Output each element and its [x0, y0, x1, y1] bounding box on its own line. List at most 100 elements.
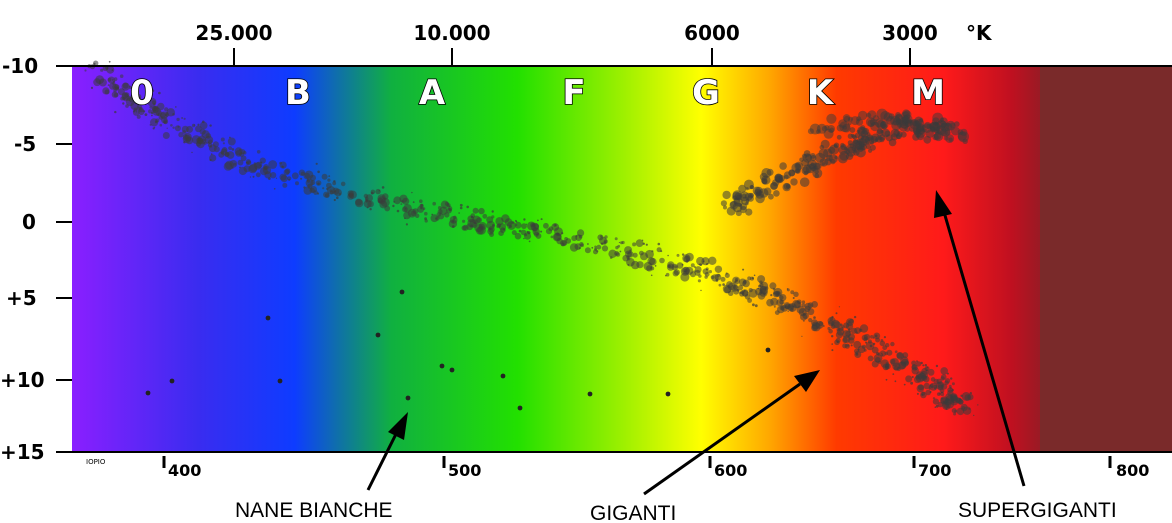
star-dot: [535, 233, 542, 239]
star-dot: [890, 341, 895, 347]
giants-arrow: [643, 382, 801, 496]
star-dot: [745, 208, 753, 216]
star-dot: [492, 224, 495, 227]
star-dot: [696, 256, 705, 266]
star-dot: [134, 99, 137, 102]
star-dot: [706, 269, 708, 271]
star-dot: [259, 164, 261, 166]
star-dot: [268, 160, 278, 169]
star-dot: [950, 377, 953, 380]
star-dot: [228, 146, 233, 151]
star-dot: [951, 382, 955, 386]
star-dot: [953, 412, 957, 416]
star-dot: [848, 330, 851, 333]
star-dot: [977, 404, 979, 406]
star-dot: [915, 361, 922, 367]
star-dot: [773, 287, 783, 297]
star-dot: [213, 146, 220, 153]
star-dot: [571, 235, 578, 242]
star-dot: [363, 193, 369, 199]
star-dot: [174, 125, 181, 132]
star-dot: [779, 299, 785, 305]
star-dot: [732, 290, 734, 292]
star-dot: [847, 121, 852, 126]
star-dot: [622, 254, 629, 262]
star-dot: [326, 187, 329, 191]
white-dwarf-dot: [665, 391, 671, 397]
star-dot: [693, 266, 697, 269]
star-dot: [930, 385, 934, 389]
class-letter-k: K: [807, 73, 835, 113]
star-dot: [958, 131, 969, 143]
temp-tick-label: 10.000: [413, 21, 490, 45]
star-dot: [220, 150, 224, 155]
star-dot: [894, 350, 898, 354]
star-dot: [381, 186, 385, 189]
star-dot: [411, 191, 413, 194]
temp-unit-label: °K: [966, 21, 993, 45]
star-dot: [842, 123, 851, 133]
star-dot: [303, 186, 306, 189]
star-dot: [594, 245, 597, 249]
star-dot: [792, 297, 795, 299]
star-dot: [263, 164, 269, 170]
star-dot: [649, 257, 657, 266]
star-dot: [734, 281, 737, 284]
star-dot: [923, 382, 930, 390]
star-dot: [811, 301, 818, 308]
star-dot: [850, 344, 853, 347]
star-dot: [621, 240, 625, 245]
star-dot: [327, 178, 331, 182]
star-dot: [201, 130, 210, 139]
star-dot: [158, 91, 161, 95]
star-dot: [300, 177, 303, 180]
star-dot: [702, 268, 709, 275]
star-dot: [466, 223, 474, 231]
star-dot: [511, 221, 515, 224]
star-dot: [515, 221, 518, 223]
star-dot: [838, 306, 841, 308]
class-letter-b: B: [285, 73, 311, 113]
star-dot: [759, 288, 768, 297]
star-dot: [756, 192, 761, 197]
star-dot: [741, 196, 750, 205]
star-dot: [521, 223, 527, 230]
star-dot: [964, 394, 972, 401]
infrared-band: [1040, 66, 1172, 452]
white-dwarf-dot: [169, 378, 175, 384]
star-dot: [743, 280, 747, 284]
star-dot: [801, 303, 806, 308]
star-dot: [827, 124, 835, 133]
star-dot: [831, 335, 834, 338]
star-dot: [752, 303, 755, 307]
star-dot: [860, 125, 866, 131]
star-dot: [791, 163, 802, 173]
star-dot: [650, 266, 655, 271]
star-dot: [185, 136, 194, 145]
star-dot: [143, 110, 146, 113]
star-dot: [836, 341, 839, 343]
star-dot: [202, 120, 205, 124]
supergiants-arrowhead: [934, 190, 952, 218]
star-dot: [813, 316, 816, 319]
white-dwarf-dot: [439, 363, 445, 369]
star-dot: [831, 319, 840, 329]
star-dot: [843, 322, 850, 329]
star-dot: [705, 263, 708, 266]
star-dot: [757, 275, 766, 284]
star-dot: [287, 176, 292, 181]
temp-tick-label: 25.000: [195, 21, 272, 45]
star-dot: [317, 170, 320, 174]
magnitude-axis: -10 -5 0 +5 +10 +15: [0, 54, 72, 464]
star-dot: [759, 172, 768, 181]
star-dot: [84, 69, 87, 72]
star-dot: [833, 142, 840, 149]
white-dwarf-dot: [399, 289, 405, 295]
star-dot: [916, 392, 919, 395]
star-dot: [969, 392, 972, 395]
star-dot: [472, 207, 479, 214]
star-dot: [122, 102, 125, 105]
star-dot: [932, 112, 944, 124]
star-dot: [197, 137, 204, 145]
star-dot: [853, 340, 862, 349]
